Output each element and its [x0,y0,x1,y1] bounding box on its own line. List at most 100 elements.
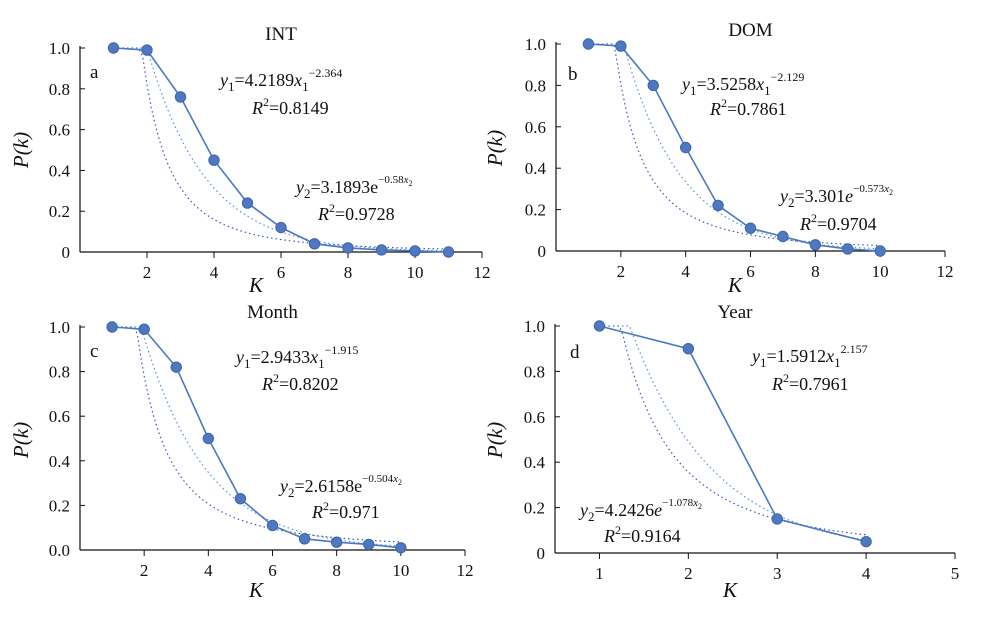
data-point [107,42,120,54]
x-tick-label: 10 [407,263,424,282]
y-tick-label: 0 [538,242,547,261]
y-tick-label: 0.2 [49,202,70,221]
data-point [308,238,321,250]
y-axis-title: P(k) [483,130,507,167]
x-tick-label: 8 [332,561,341,580]
data-point [409,245,421,257]
x-axis-title: K [248,273,264,297]
panel-year: 0 0.2 0.4 0.6 0.8 1.0 1 2 3 4 5 Year d K P(k) y1=1.5912… [483,302,959,602]
y-tick-label: 0 [62,243,71,262]
x-tick-label: 10 [392,561,409,580]
power-fit-r-squared: R2=0.8149 [251,95,329,118]
data-point [106,321,118,333]
panel-dom: 0 0.2 0.4 0.6 0.8 1.0 2 4 6 8 10 12 DOM b K P(k) y1=3.52… [483,20,954,297]
x-tick-label: 6 [746,262,755,281]
y-tick-label: 1.0 [524,317,545,336]
x-tick-label: 6 [277,263,286,282]
data-point [241,197,254,209]
panel-title: Month [247,302,298,323]
x-tick-label: 2 [140,561,149,580]
x-tick-label: 12 [474,263,491,282]
x-tick-label: 12 [937,262,954,281]
panel-letter: a [90,62,99,83]
y-tick-label: 0.6 [525,118,546,137]
data-point [842,243,854,255]
x-tick-label: 8 [811,262,820,281]
data-point [874,245,886,257]
data-point [744,222,757,234]
data-point [647,79,659,92]
x-tick-label: 3 [773,564,782,583]
x-axis-title: K [722,578,738,602]
data-point [682,343,695,355]
data-point [375,244,388,256]
exponential-fit-equation: y2=3.1893e−0.58x2 [294,174,413,201]
power-fit-curve [112,326,401,543]
x-tick-label: 2 [143,263,152,282]
y-tick-label: 0.4 [525,159,547,178]
exponential-fit-equation: y2=4.2426e−1.078x2 [578,497,702,524]
data-point [395,542,407,554]
y-tick-label: 1.0 [525,35,546,54]
exponential-fit-r-squared: R2=0.9728 [317,201,395,224]
power-fit-curve [588,43,881,247]
x-tick-label: 4 [204,561,213,580]
data-point [174,91,187,103]
x-axis-title: K [248,578,264,602]
exponential-fit-r-squared: R2=0.9164 [603,523,681,546]
panel-title: Year [717,302,753,323]
data-point [330,536,343,548]
data-point [771,513,783,525]
data-point [342,242,354,254]
panel-month: 0.0 0.2 0.4 0.6 0.8 1.0 2 4 6 8 10 12 Month c K P(k) y1=… [9,302,474,602]
y-tick-label: 0.4 [49,161,71,180]
panel-letter: d [570,342,580,363]
y-axis-title: P(k) [9,132,33,169]
data-series-line [112,326,401,549]
exponential-fit-r-squared: R2=0.971 [311,499,380,522]
exponential-fit-curve [599,325,867,541]
data-point [202,432,215,445]
data-point [442,246,455,258]
y-tick-label: 0.6 [524,408,545,427]
panel-title: DOM [728,20,772,41]
data-point [208,154,220,166]
panel-title: INT [265,24,297,45]
power-fit-r-squared: R2=0.7861 [709,96,787,119]
x-tick-label: 10 [872,262,889,281]
data-point [593,320,606,332]
data-point [679,141,692,154]
y-axis-title: P(k) [9,422,33,459]
y-tick-label: 0.4 [524,453,546,472]
x-tick-label: 1 [595,564,604,583]
x-tick-label: 12 [457,561,474,580]
panel-int: 0 0.2 0.4 0.6 0.8 1.0 2 4 6 8 10 12 INT a K P(k) y1=4.21… [9,24,491,297]
power-fit-curve [599,325,867,536]
power-fit-r-squared: R2=0.8202 [261,371,339,394]
x-tick-label: 2 [684,564,693,583]
data-point [141,44,153,56]
x-axis-title: K [727,273,743,297]
panel-letter: b [568,64,578,85]
data-point [298,533,311,545]
y-tick-label: 1.0 [49,39,70,58]
y-tick-label: 1.0 [49,318,70,337]
data-point [363,538,375,551]
x-tick-label: 4 [210,263,219,282]
data-point [170,361,182,373]
x-tick-label: 5 [951,564,960,583]
data-series-line [599,325,867,543]
y-axis-title: P(k) [483,422,507,459]
y-tick-label: 0.8 [49,363,70,382]
data-point [712,199,724,212]
y-tick-label: 0.2 [49,496,70,515]
power-fit-equation: y1=4.2189x1−2.364 [218,66,342,94]
exponential-fit-equation: y2=3.301e−0.573x2 [778,183,893,210]
power-fit-r-squared: R2=0.7961 [771,371,849,394]
y-tick-label: 0.2 [524,499,545,518]
x-tick-label: 8 [344,263,353,282]
y-tick-label: 0.6 [49,407,70,426]
exponential-fit-equation: y2=2.6158e−0.504x2 [278,473,402,500]
y-tick-label: 0.6 [49,121,70,140]
